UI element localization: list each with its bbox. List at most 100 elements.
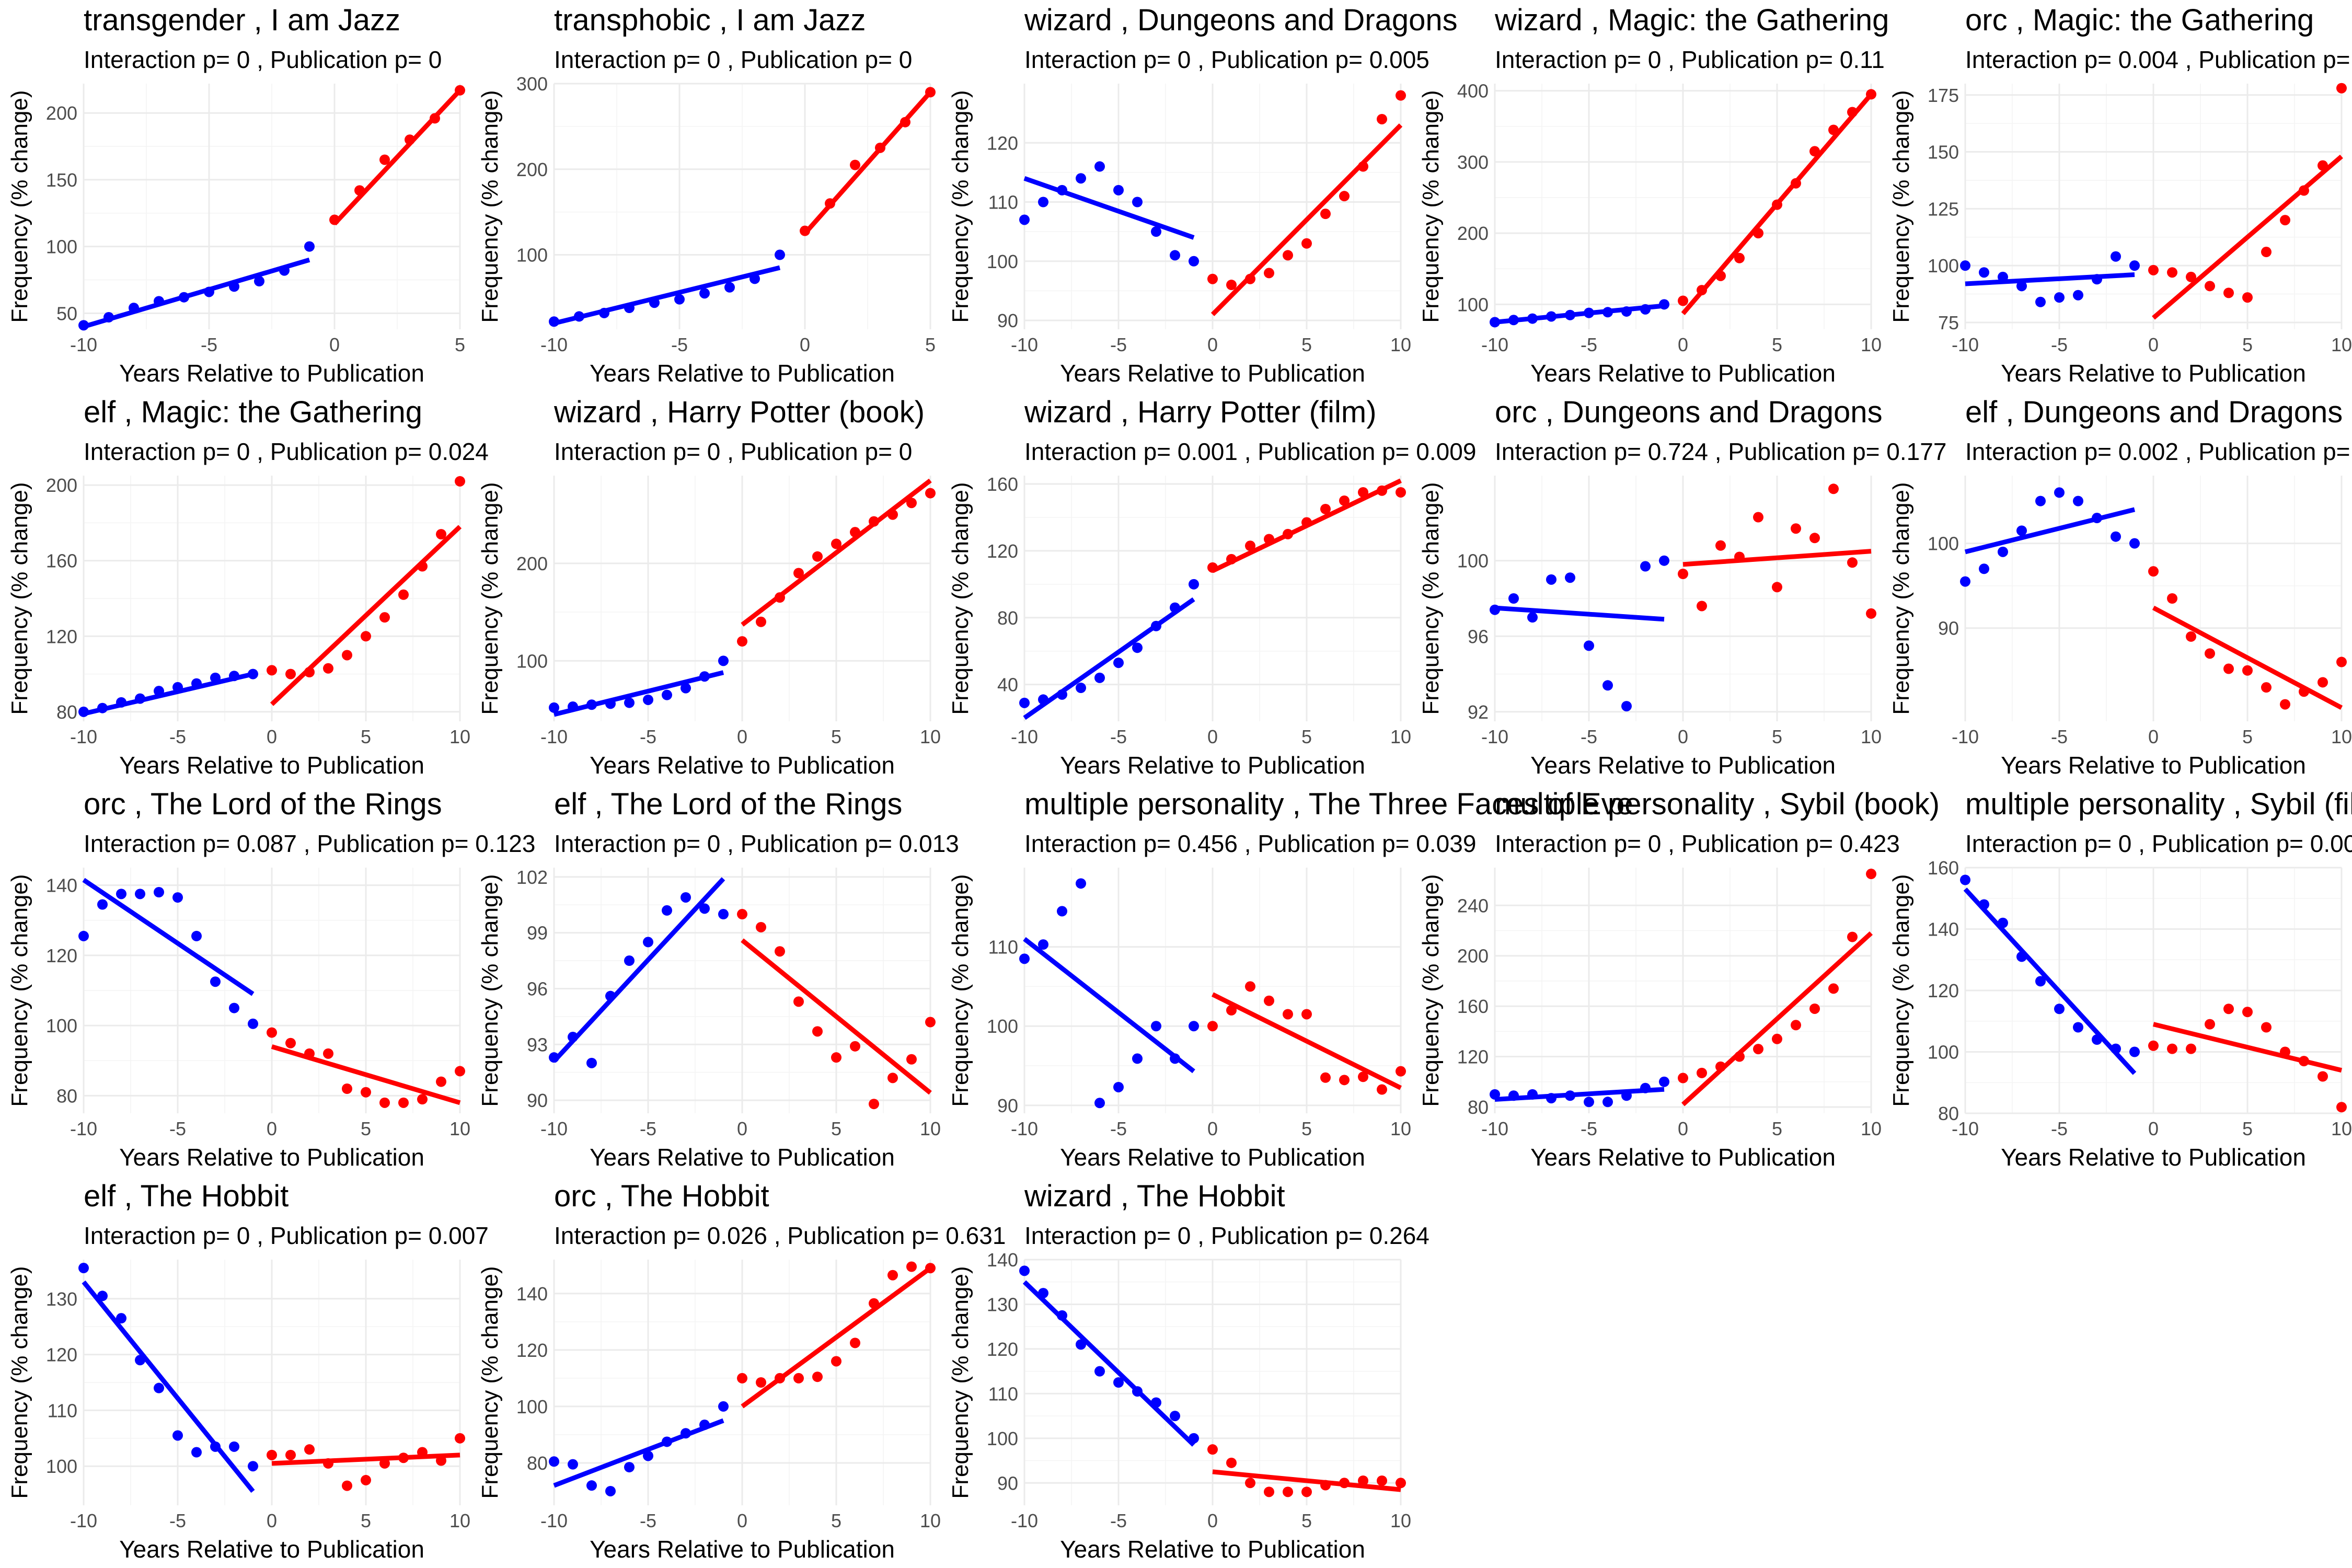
post-point	[900, 117, 910, 128]
chart-title: elf , The Hobbit	[84, 1179, 289, 1213]
x-tick-label: 5	[2242, 334, 2253, 355]
post-point	[1320, 209, 1331, 220]
post-point	[1396, 487, 1406, 498]
post-point	[1339, 495, 1350, 506]
post-point	[1339, 1075, 1350, 1086]
pre-point	[1659, 299, 1669, 310]
post-fit-line	[741, 1266, 932, 1409]
pre-point	[229, 1002, 239, 1013]
y-tick-label: 110	[988, 192, 1018, 213]
x-tick-label: -10	[540, 334, 568, 355]
post-point	[850, 1338, 860, 1348]
post-point	[1753, 228, 1763, 239]
x-tick-label: -10	[70, 1510, 97, 1531]
y-tick-label: 100	[1928, 255, 1959, 276]
x-tick-label: -5	[2051, 1118, 2068, 1139]
chart-subtitle: Interaction p= 0.087 , Publication p= 0.…	[84, 830, 535, 857]
pre-point	[204, 286, 214, 297]
y-tick-label: 150	[46, 169, 77, 191]
chart-panel: -10 -5 0 5 10 80 120 160 200 elf , Magic: the Gat…	[0, 392, 489, 784]
x-tick-label: 0	[1207, 1118, 1218, 1139]
chart-svg: -10 -5 0 5 10 100 200 wizard , Harry Potter (bo…	[477, 395, 941, 779]
pre-point	[662, 1436, 672, 1447]
post-point	[455, 476, 465, 487]
pre-point	[674, 294, 685, 305]
post-point	[1697, 285, 1707, 296]
post-point	[1226, 1457, 1237, 1468]
pre-fit-line	[552, 877, 725, 1063]
post-point	[2167, 267, 2177, 278]
x-tick-label: 0	[2148, 1118, 2159, 1139]
pre-point	[605, 990, 616, 1001]
post-point	[1226, 554, 1237, 564]
pre-point	[1602, 680, 1613, 691]
post-point	[1396, 1066, 1406, 1077]
pre-fit-line	[83, 257, 310, 329]
post-point	[737, 1373, 747, 1383]
x-tick-label: 0	[737, 1118, 747, 1139]
x-tick-label: 10	[920, 1118, 941, 1139]
x-tick-label: 10	[449, 726, 470, 747]
pre-point	[2092, 274, 2102, 285]
chart-title: multiple personality , The Three Faces o…	[1024, 787, 1633, 821]
pre-point	[750, 273, 760, 284]
x-axis-label: Years Relative to Publication	[590, 752, 895, 779]
pre-point	[1038, 939, 1048, 950]
x-axis-label: Years Relative to Publication	[2001, 1144, 2306, 1171]
pre-point	[1170, 1411, 1180, 1422]
post-point	[812, 551, 823, 562]
post-point	[887, 1270, 898, 1281]
post-point	[800, 225, 810, 236]
pre-point	[586, 1057, 597, 1068]
post-point	[1772, 199, 1782, 210]
post-fit-line	[2152, 1022, 2343, 1073]
post-point	[2186, 271, 2196, 282]
post-point	[1847, 931, 1858, 942]
y-tick-label: 160	[1928, 857, 1959, 879]
x-tick-label: 0	[737, 1510, 747, 1531]
chart-panel: -10 -5 0 5 10 80 120 160 200 240 multiple personal…	[1411, 784, 1940, 1176]
y-tick-label: 110	[48, 1400, 77, 1421]
x-tick-label: -5	[1110, 726, 1127, 747]
post-point	[398, 589, 409, 600]
post-point	[1809, 1003, 1820, 1014]
pre-point	[116, 1313, 126, 1324]
post-point	[1678, 1073, 1688, 1083]
post-point	[1320, 503, 1331, 514]
y-axis-label: Frequency (% change)	[477, 1266, 503, 1498]
y-tick-label: 80	[56, 701, 77, 723]
x-tick-label: -10	[1011, 726, 1038, 747]
x-tick-label: -10	[1481, 726, 1508, 747]
post-point	[1791, 178, 1801, 189]
pre-point	[1602, 1097, 1613, 1108]
pre-point	[1076, 1339, 1086, 1350]
post-point	[1828, 483, 1839, 494]
post-point	[323, 1048, 333, 1059]
post-point	[379, 1458, 390, 1469]
post-point	[831, 538, 841, 549]
y-tick-label: 100	[1457, 550, 1489, 572]
y-axis-label: Frequency (% change)	[7, 1266, 32, 1498]
pre-point	[210, 976, 221, 987]
y-tick-label: 40	[997, 674, 1018, 696]
y-tick-label: 300	[1457, 152, 1489, 173]
post-point	[2223, 1004, 2234, 1014]
post-point	[1866, 608, 1876, 619]
pre-fit-line	[1965, 272, 2135, 286]
x-tick-label: -5	[1581, 334, 1597, 355]
pre-point	[229, 1441, 239, 1452]
post-point	[285, 1449, 296, 1460]
chart-svg: -10 -5 0 5 10 90 100 110 120 130 140 wizard , The H…	[948, 1179, 1429, 1563]
post-point	[812, 1371, 823, 1382]
x-tick-label: -5	[169, 1118, 186, 1139]
x-tick-label: 0	[329, 334, 340, 355]
pre-point	[1508, 593, 1519, 604]
pre-point	[1584, 640, 1594, 651]
chart-panel: -10 -5 0 5 10 80 100 120 140 orc , The Lord of th…	[0, 784, 535, 1176]
post-point	[756, 921, 766, 932]
y-tick-label: 90	[997, 1472, 1018, 1494]
post-point	[2223, 287, 2234, 298]
post-point	[1207, 1021, 1218, 1032]
post-point	[1847, 107, 1858, 118]
